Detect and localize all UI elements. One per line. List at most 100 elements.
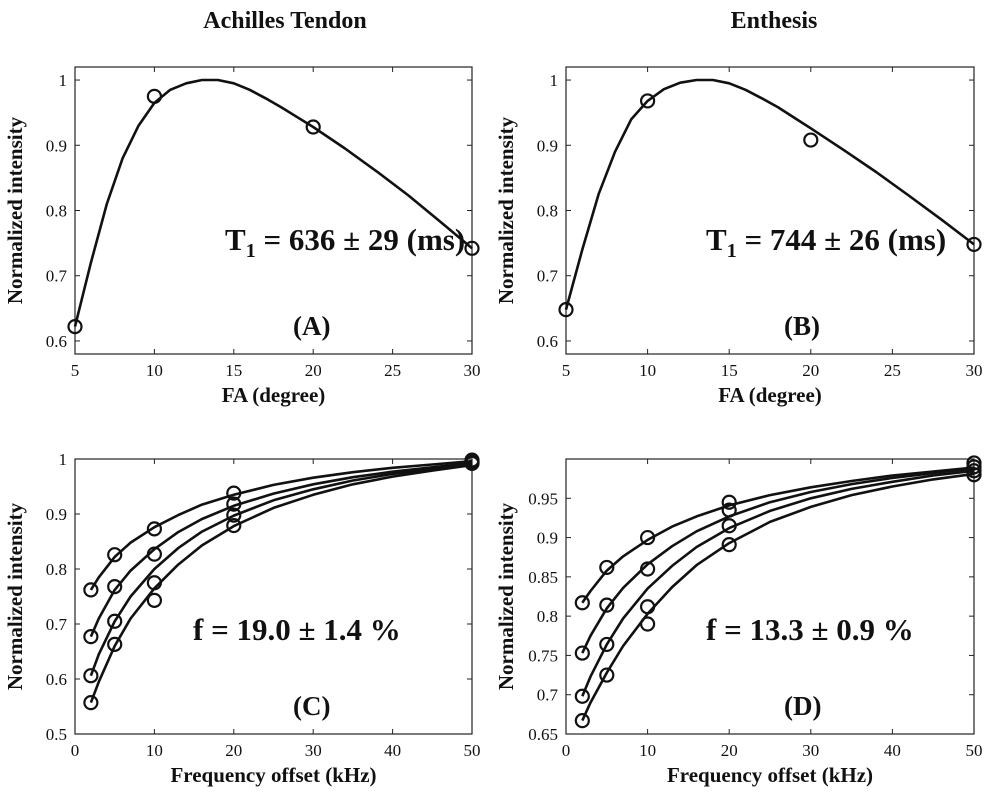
chart-panel: 5 10 15 20 25 30 0.6 0.7 0.8 0.9 1 FA (degree) Norma… [3,66,481,407]
data-point [721,518,737,534]
plot-frame [565,66,975,355]
column-title-left: Achilles Tendon [203,8,367,34]
fit-curve [564,78,975,310]
data-point [107,636,123,652]
annotation-symbol: T [225,222,246,257]
fit-curve [581,467,975,654]
x-tick-label: 30 [305,741,322,760]
x-tick-label: 0 [562,741,571,760]
x-tick-label: 50 [464,741,481,760]
data-point [721,494,737,510]
x-tick-label: 10 [639,361,656,380]
column-title-right: Enthesis [730,8,818,34]
x-tick-label: 30 [966,361,983,380]
y-tick-label: 0.65 [528,725,558,744]
x-tick-label: 20 [225,741,242,760]
data-point [146,592,162,608]
data-point [83,695,99,711]
plot-frame [74,66,473,355]
data-point [721,502,737,518]
data-point [83,629,99,645]
y-tick-label: 0.9 [46,505,67,524]
x-tick-label: 15 [721,361,738,380]
y-tick-label: 0.5 [46,725,67,744]
y-tick-label: 0.7 [46,267,68,286]
chart-panel: 0 10 20 30 40 50 0.65 0.7 0.75 0.8 0.85 0.9 0.95 Freq… [494,455,983,787]
data-point [639,529,656,546]
y-tick-label: 1 [59,450,68,469]
annotation-value: f = 13.3 ± 0.9 % [706,612,914,647]
y-tick-label: 0.8 [46,202,67,221]
data-point [803,132,819,148]
panel-label: (B) [784,311,820,341]
fit-curve [89,462,473,677]
x-axis-label: Frequency offset (kHz) [667,763,873,787]
x-axis-label: FA (degree) [222,383,326,407]
x-tick-label: 20 [802,361,819,380]
x-tick-label: 0 [71,741,80,760]
fit-curve [581,466,975,604]
y-axis-label: Normalized intensity [494,502,518,690]
data-point [83,582,99,598]
x-tick-label: 20 [305,361,322,380]
data-point [639,616,656,632]
data-point [107,547,123,563]
data-point [464,455,480,471]
y-axis-label: Normalized intensity [3,502,27,690]
data-point [107,578,123,595]
data-point [721,537,737,553]
x-tick-label: 5 [562,361,571,380]
chart-panel: 0 10 20 30 40 50 0.5 0.6 0.7 0.8 0.9 1 Frequency off… [3,450,481,787]
y-tick-label: 0.8 [537,202,558,221]
fit-curve [89,459,473,591]
y-axis-label: Normalized intensity [3,116,27,304]
data-point [574,688,590,704]
data-point [599,636,615,653]
fit-curve [89,461,473,638]
x-axis-label: FA (degree) [718,383,822,407]
y-tick-label: 0.7 [46,615,68,634]
chart-panel: 5 10 15 20 25 30 0.6 0.7 0.8 0.9 1 FA (degree) Norma… [494,66,983,407]
y-tick-label: 0.85 [528,568,558,587]
x-tick-label: 50 [966,741,983,760]
y-tick-label: 0.95 [528,489,558,508]
fit-annotation: f = 19.0 ± 1.4 % [193,612,401,647]
data-point [639,599,656,615]
data-point [67,319,83,335]
y-tick-label: 0.6 [46,332,67,351]
x-axis-label: Frequency offset (kHz) [170,763,376,787]
data-point [599,597,615,613]
x-tick-label: 15 [225,361,242,380]
data-point [599,559,615,576]
plot-frame [74,458,473,735]
x-tick-label: 40 [384,741,401,760]
data-point [574,595,590,611]
y-tick-label: 0.7 [537,267,559,286]
data-point [107,613,123,629]
data-point [226,496,242,512]
x-tick-label: 20 [721,741,738,760]
x-tick-label: 25 [884,361,901,380]
x-tick-label: 10 [146,741,163,760]
data-point [574,713,590,729]
data-point [574,645,590,661]
fit-annotation: f = 13.3 ± 0.9 % [706,612,914,647]
annotation-value: = 744 ± 26 (ms) [737,222,946,257]
data-point [226,485,242,501]
y-axis-label: Normalized intensity [494,116,518,304]
x-tick-label: 25 [384,361,401,380]
fit-annotation: T1 = 636 ± 29 (ms) [225,222,465,262]
fit-curve [581,469,975,697]
data-point [146,88,162,104]
fit-curve [89,463,473,704]
y-tick-label: 0.6 [537,332,558,351]
data-point [639,561,656,577]
data-point [226,517,242,534]
fit-annotation: T1 = 744 ± 26 (ms) [706,222,946,262]
x-tick-label: 5 [71,361,80,380]
x-tick-label: 40 [884,741,901,760]
x-tick-label: 30 [464,361,481,380]
fit-curve [73,78,473,327]
annotation-value: = 636 ± 29 (ms) [256,222,465,257]
